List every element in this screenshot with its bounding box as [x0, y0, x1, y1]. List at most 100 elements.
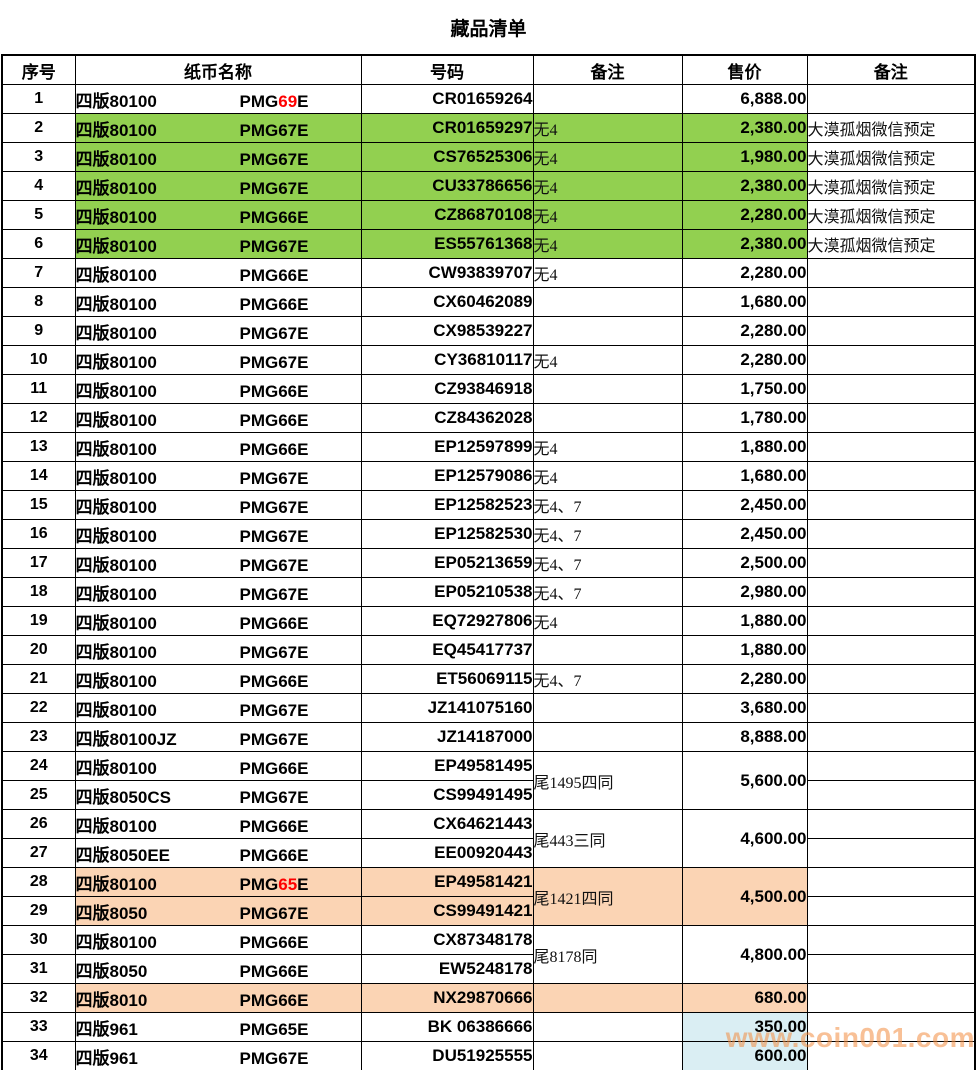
cell-banknote-name: 四版80100 PMG66E [74, 374, 362, 404]
cell-serial-number: ET56069115 [360, 664, 534, 694]
cell-price: 350.00 [681, 1012, 808, 1042]
cell-price: 680.00 [681, 983, 808, 1013]
cell-banknote-name: 四版80100 PMG66E [74, 751, 362, 781]
pmg-grade: PMG67E [239, 584, 309, 604]
pmg-grade: PMG67E [239, 468, 309, 488]
cell-row-number: 33 [1, 1012, 76, 1042]
table-row-14: 14 四版80100 PMG67E EP12579086 无4 1,680.00 [1, 461, 976, 491]
banknote-name: 四版8050 [75, 961, 148, 981]
table-row-22: 22 四版80100 PMG67E JZ141075160 3,680.00 [1, 693, 976, 723]
pmg-grade: PMG67E [239, 555, 309, 575]
banknote-name: 四版80100 [75, 236, 157, 256]
cell-banknote-name: 四版8050 PMG66E [74, 954, 362, 984]
cell-banknote-name: 四版8050CS PMG67E [74, 780, 362, 810]
cell-remark [532, 84, 683, 114]
banknote-name: 四版8010 [75, 990, 148, 1010]
cell-serial-number: EP05213659 [360, 548, 534, 578]
banknote-name: 四版80100 [75, 526, 157, 546]
banknote-name: 四版80100 [75, 642, 157, 662]
cell-price-merged: 4,800.00 [681, 925, 808, 984]
cell-remark [532, 403, 683, 433]
pmg-grade: PMG67E [239, 642, 309, 662]
banknote-name: 四版80100JZ [75, 729, 177, 749]
cell-row-number: 5 [1, 200, 76, 230]
pmg-grade: PMG65E [239, 874, 309, 894]
pmg-grade: PMG67E [239, 178, 309, 198]
cell-price: 2,500.00 [681, 548, 808, 578]
col-header-remark: 备注 [532, 54, 683, 85]
table-row-12: 12 四版80100 PMG66E CZ84362028 1,780.00 [1, 403, 976, 433]
cell-banknote-name: 四版8010 PMG66E [74, 983, 362, 1013]
cell-row-number: 25 [1, 780, 76, 810]
cell-note [806, 606, 976, 636]
cell-row-number: 4 [1, 171, 76, 201]
cell-remark-merged: 尾1421四同 [532, 867, 683, 926]
pmg-grade: PMG66E [239, 758, 309, 778]
banknote-name: 四版80100 [75, 932, 157, 952]
cell-row-number: 11 [1, 374, 76, 404]
cell-price: 1,980.00 [681, 142, 808, 172]
cell-serial-number: DU51925555 [360, 1041, 534, 1070]
cell-price: 8,888.00 [681, 722, 808, 752]
table-row-16: 16 四版80100 PMG67E EP12582530 无4、7 2,450.00 [1, 519, 976, 549]
table-row-29: 29 四版8050 PMG67E CS99491421 [1, 896, 976, 926]
cell-note [806, 780, 976, 810]
cell-price: 1,680.00 [681, 287, 808, 317]
pmg-grade: PMG66E [239, 990, 309, 1010]
cell-row-number: 34 [1, 1041, 76, 1070]
cell-serial-number: JZ14187000 [360, 722, 534, 752]
banknote-name: 四版80100 [75, 816, 157, 836]
cell-note [806, 635, 976, 665]
pmg-grade: PMG66E [239, 816, 309, 836]
cell-note [806, 925, 976, 955]
pmg-grade: PMG66E [239, 410, 309, 430]
cell-banknote-name: 四版80100 PMG66E [74, 200, 362, 230]
cell-remark: 无4 [532, 606, 683, 636]
cell-price: 2,450.00 [681, 490, 808, 520]
pmg-grade: PMG67E [239, 497, 309, 517]
cell-remark: 无4、7 [532, 548, 683, 578]
cell-note [806, 809, 976, 839]
cell-remark [532, 374, 683, 404]
table-row-7: 7 四版80100 PMG66E CW93839707 无4 2,280.00 [1, 258, 976, 288]
cell-note [806, 287, 976, 317]
cell-price: 1,880.00 [681, 606, 808, 636]
cell-note [806, 954, 976, 984]
grade-red-digits: 69 [278, 91, 298, 111]
pmg-grade: PMG67E [239, 352, 309, 372]
table-row-13: 13 四版80100 PMG66E EP12597899 无4 1,880.00 [1, 432, 976, 462]
cell-row-number: 24 [1, 751, 76, 781]
cell-row-number: 21 [1, 664, 76, 694]
table-row-9: 9 四版80100 PMG67E CX98539227 2,280.00 [1, 316, 976, 346]
table-row-20: 20 四版80100 PMG67E EQ45417737 1,880.00 [1, 635, 976, 665]
cell-serial-number: EP12582523 [360, 490, 534, 520]
cell-row-number: 20 [1, 635, 76, 665]
cell-banknote-name: 四版961 PMG67E [74, 1041, 362, 1070]
cell-remark: 无4、7 [532, 577, 683, 607]
cell-banknote-name: 四版80100 PMG67E [74, 171, 362, 201]
table-row-25: 25 四版8050CS PMG67E CS99491495 [1, 780, 976, 810]
table-row-2: 2 四版80100 PMG67E CR01659297 无4 2,380.00 大漠孤烟微信… [1, 113, 976, 143]
cell-serial-number: CX64621443 [360, 809, 534, 839]
cell-row-number: 27 [1, 838, 76, 868]
cell-row-number: 32 [1, 983, 76, 1013]
cell-remark: 无4 [532, 200, 683, 230]
cell-price: 2,450.00 [681, 519, 808, 549]
cell-banknote-name: 四版80100 PMG67E [74, 345, 362, 375]
cell-serial-number: CZ86870108 [360, 200, 534, 230]
cell-price: 1,680.00 [681, 461, 808, 491]
cell-price-merged: 5,600.00 [681, 751, 808, 810]
table-row-5: 5 四版80100 PMG66E CZ86870108 无4 2,280.00 大漠孤烟微信… [1, 200, 976, 230]
cell-banknote-name: 四版80100 PMG67E [74, 461, 362, 491]
cell-banknote-name: 四版80100 PMG67E [74, 490, 362, 520]
table-row-3: 3 四版80100 PMG67E CS76525306 无4 1,980.00 大漠孤烟微信… [1, 142, 976, 172]
cell-note [806, 403, 976, 433]
pmg-grade: PMG66E [239, 845, 309, 865]
cell-remark: 无4 [532, 171, 683, 201]
cell-serial-number: CS76525306 [360, 142, 534, 172]
table-row-26: 26 四版80100 PMG66E CX64621443 尾443三同 4,600.00 [1, 809, 976, 868]
cell-remark: 无4、7 [532, 490, 683, 520]
cell-serial-number: EP49581495 [360, 751, 534, 781]
cell-serial-number: EP12579086 [360, 461, 534, 491]
